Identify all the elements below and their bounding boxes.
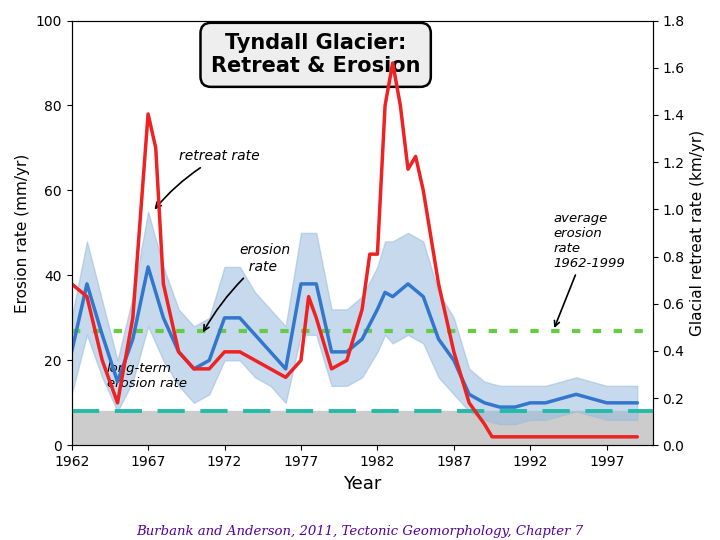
Text: retreat rate: retreat rate	[156, 150, 259, 208]
Text: Tyndall Glacier:
Retreat & Erosion: Tyndall Glacier: Retreat & Erosion	[211, 33, 420, 77]
Text: long-term
erosion rate: long-term erosion rate	[107, 362, 186, 390]
Y-axis label: Glacial retreat rate (km/yr): Glacial retreat rate (km/yr)	[690, 130, 705, 336]
X-axis label: Year: Year	[343, 475, 382, 492]
Text: average
erosion
rate
1962-1999: average erosion rate 1962-1999	[553, 212, 625, 326]
Text: erosion
  rate: erosion rate	[204, 244, 291, 331]
Y-axis label: Erosion rate (mm/yr): Erosion rate (mm/yr)	[15, 153, 30, 313]
Text: Burbank and Anderson, 2011, Tectonic Geomorphology, Chapter 7: Burbank and Anderson, 2011, Tectonic Geo…	[136, 524, 584, 538]
